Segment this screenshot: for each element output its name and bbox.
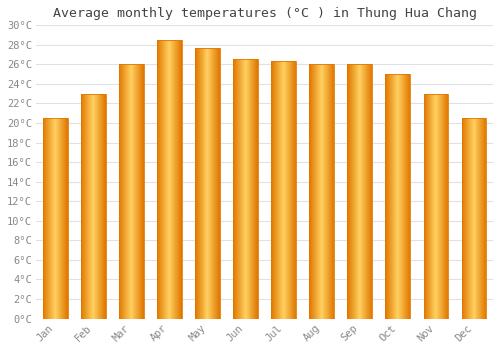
Bar xyxy=(233,60,258,318)
Title: Average monthly temperatures (°C ) in Thung Hua Chang: Average monthly temperatures (°C ) in Th… xyxy=(52,7,476,20)
Bar xyxy=(119,64,144,318)
Bar xyxy=(462,118,486,318)
Bar xyxy=(43,118,68,318)
Bar xyxy=(271,62,296,318)
Bar xyxy=(157,40,182,318)
Bar xyxy=(424,94,448,318)
Bar xyxy=(310,64,334,318)
Bar xyxy=(195,48,220,319)
Bar xyxy=(81,94,106,318)
Bar xyxy=(386,74,410,318)
Bar xyxy=(348,64,372,318)
